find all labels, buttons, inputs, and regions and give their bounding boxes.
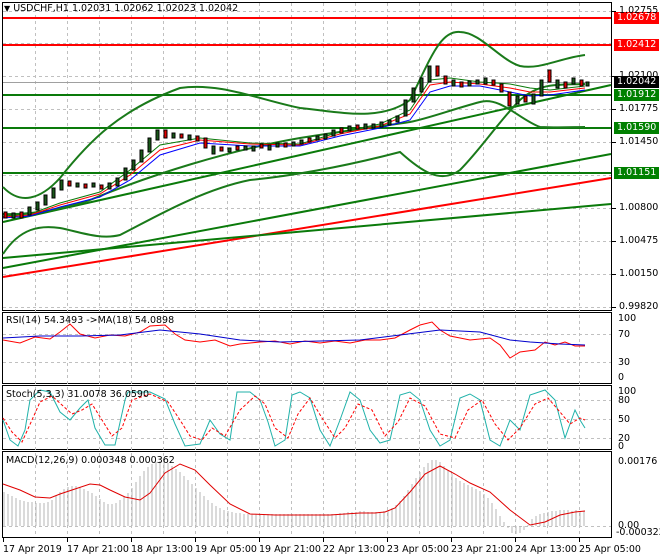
price-tick-2: 1.02100 <box>619 70 659 81</box>
stoch-lines <box>2 389 586 448</box>
price-tags <box>614 12 659 179</box>
resistance-levels[interactable] <box>3 17 611 46</box>
stoch-tick-80: 80 <box>618 395 631 406</box>
symbol-label: USDCHF,H1 <box>13 3 69 14</box>
candlesticks[interactable] <box>3 65 590 219</box>
stoch-tick-0: 0 <box>618 441 625 452</box>
price-tag-support-1: 1.01912 <box>617 89 657 100</box>
time-label-7: 23 Apr 05:00 <box>387 544 449 555</box>
price-tick-3: 1.01775 <box>619 103 659 114</box>
price-tick-8: 0.99820 <box>619 301 659 312</box>
time-axis-ticks <box>3 538 580 542</box>
macd-tick-max: 0.00176 <box>618 456 658 467</box>
stoch-tick-50: 50 <box>618 414 631 425</box>
support-levels[interactable] <box>3 94 611 174</box>
macd-signal-line <box>2 463 586 526</box>
price-tag-resistance-1: 1.02678 <box>617 12 657 23</box>
time-label-5: 19 Apr 21:00 <box>259 544 321 555</box>
stoch-tick-100: 100 <box>618 386 637 397</box>
macd-histogram <box>3 460 585 534</box>
price-tick-5: 1.00800 <box>619 202 659 213</box>
price-tag-resistance-2: 1.02412 <box>617 39 657 50</box>
ohlc-values: 1.02031 1.02062 1.02023 1.02042 <box>71 3 239 14</box>
macd-label: MACD(12,26,9) 0.000348 0.000362 <box>6 455 175 466</box>
price-tick-4: 1.01450 <box>619 136 659 147</box>
rsi-tick-30: 30 <box>618 357 631 368</box>
price-tag-support-2: 1.01590 <box>617 122 657 133</box>
rsi-label: RSI(14) 54.3493 ->MA(18) 54.0898 <box>6 315 175 326</box>
time-label-8: 23 Apr 21:00 <box>451 544 513 555</box>
stoch-tick-20: 20 <box>618 433 631 444</box>
time-label-1: 17 Apr 2019 <box>3 544 62 555</box>
price-tick-6: 1.00475 <box>619 235 659 246</box>
price-tick-7: 1.00150 <box>619 268 659 279</box>
time-label-10: 25 Apr 05:00 <box>579 544 641 555</box>
time-label-2: 17 Apr 21:00 <box>67 544 129 555</box>
price-tick-1: 1.02755 <box>619 5 659 16</box>
vertical-gridlines <box>35 3 580 537</box>
rsi-tick-0: 0 <box>618 372 625 383</box>
time-label-6: 22 Apr 13:00 <box>323 544 385 555</box>
chart-header: ▼ USDCHF,H1 1.02031 1.02062 1.02023 1.02… <box>4 3 238 14</box>
time-label-4: 19 Apr 05:00 <box>195 544 257 555</box>
rsi-tick-100: 100 <box>618 313 637 324</box>
collapse-arrow-icon[interactable]: ▼ <box>4 4 11 13</box>
panel-frames <box>2 2 612 538</box>
time-label-3: 18 Apr 13:00 <box>131 544 193 555</box>
trendlines[interactable] <box>2 84 612 278</box>
price-axis-ticks <box>612 11 616 308</box>
price-tag-current-bid: 1.02042 <box>617 76 657 87</box>
stoch-label: Stoch(5,3,3) 31.0078 36.0590 <box>6 389 150 400</box>
price-tag-support-3: 1.01151 <box>617 167 657 178</box>
time-label-9: 24 Apr 13:00 <box>515 544 577 555</box>
rsi-tick-70: 70 <box>618 329 631 340</box>
macd-tick-zero: 0.00 <box>618 520 640 531</box>
rsi-lines <box>2 321 586 359</box>
macd-tick-min: -0.000322 <box>616 527 660 538</box>
